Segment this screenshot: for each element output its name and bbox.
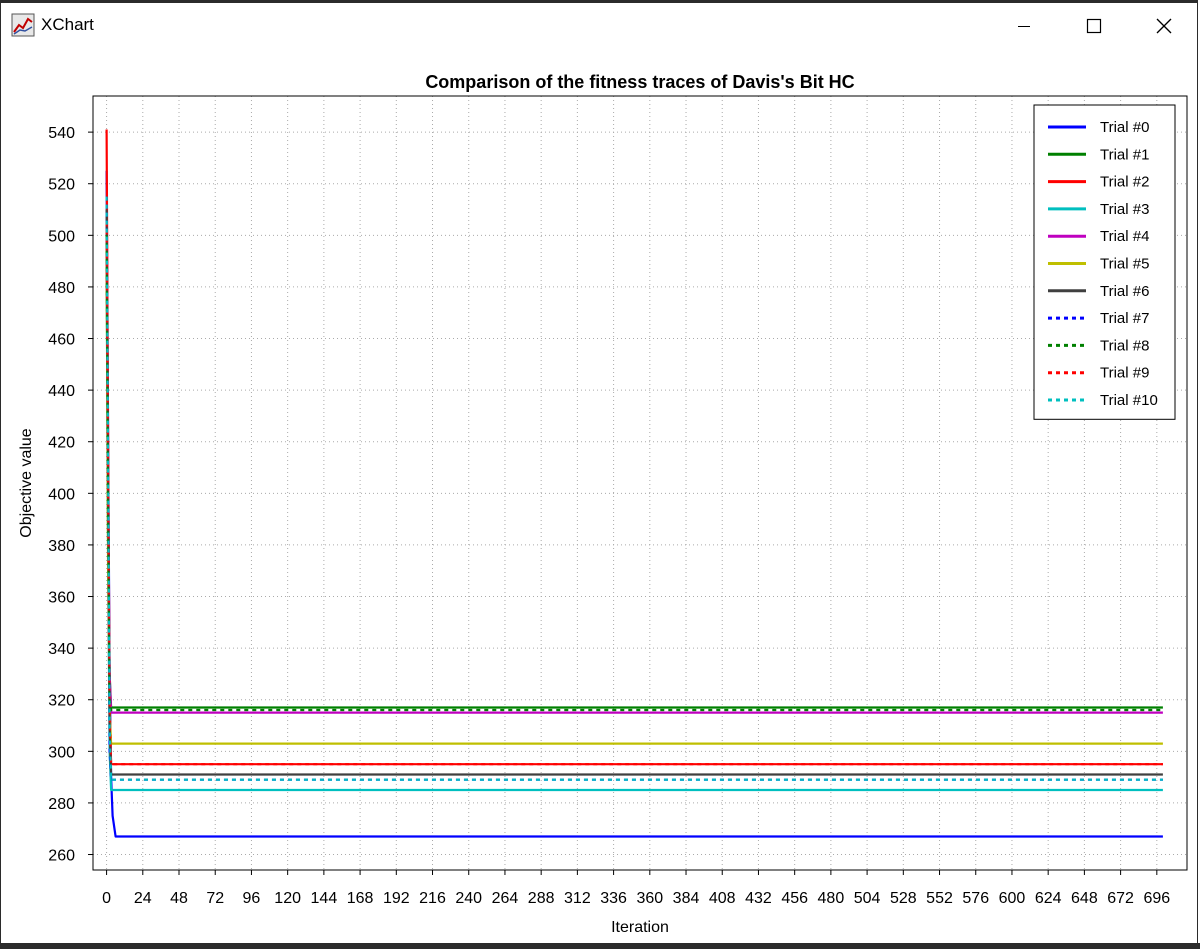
y-axis-label: Objective value bbox=[18, 428, 35, 537]
y-tick-label: 400 bbox=[48, 486, 75, 503]
series-line-trial-2 bbox=[105, 129, 1163, 766]
series-line-trial-6 bbox=[105, 209, 1163, 776]
legend-label: Trial #4 bbox=[1100, 228, 1149, 245]
legend-label: Trial #8 bbox=[1100, 337, 1149, 354]
x-tick-label: 0 bbox=[102, 890, 111, 907]
close-button[interactable] bbox=[1129, 3, 1199, 49]
y-tick-label: 540 bbox=[48, 125, 75, 142]
y-tick-label: 340 bbox=[48, 641, 75, 658]
x-tick-label: 408 bbox=[709, 890, 736, 907]
plot-area-border bbox=[92, 95, 1188, 871]
y-tick-label: 260 bbox=[48, 848, 75, 865]
close-icon bbox=[1156, 18, 1172, 34]
series-line-trial-0 bbox=[105, 170, 1163, 838]
y-tick-label: 320 bbox=[48, 693, 75, 710]
x-tick-label: 432 bbox=[745, 890, 772, 907]
chart-title: Comparison of the fitness traces of Davi… bbox=[425, 72, 854, 92]
legend-label: Trial #6 bbox=[1100, 283, 1149, 300]
x-axis-ticks: 0 24 48 72 96 120 144 168 192 216 240 264 288 312 336 3… bbox=[102, 870, 1170, 907]
x-tick-label: 288 bbox=[528, 890, 555, 907]
y-axis-ticks: 260 280 300 320 340 360 380 400 420 440 460 480 500 5… bbox=[48, 125, 93, 865]
x-tick-label: 504 bbox=[854, 890, 881, 907]
series-line-trial-10 bbox=[105, 196, 1163, 781]
legend-label: Trial #0 bbox=[1100, 119, 1149, 136]
legend-label: Trial #10 bbox=[1100, 392, 1158, 409]
legend-label: Trial #1 bbox=[1100, 146, 1149, 163]
x-tick-label: 624 bbox=[1035, 890, 1062, 907]
x-tick-label: 72 bbox=[206, 890, 224, 907]
series-line-trial-7 bbox=[105, 196, 1163, 781]
x-tick-label: 192 bbox=[383, 890, 410, 907]
maximize-button[interactable] bbox=[1059, 3, 1129, 49]
taskbar-strip bbox=[0, 943, 1200, 949]
legend-label: Trial #7 bbox=[1100, 310, 1149, 327]
legend-label: Trial #2 bbox=[1100, 174, 1149, 191]
y-tick-label: 480 bbox=[48, 280, 75, 297]
x-tick-label: 264 bbox=[492, 890, 519, 907]
grid-lines bbox=[93, 96, 1187, 870]
plot-series-group bbox=[105, 129, 1163, 838]
x-tick-label: 120 bbox=[274, 890, 301, 907]
y-tick-label: 460 bbox=[48, 332, 75, 349]
y-tick-label: 380 bbox=[48, 538, 75, 555]
x-tick-label: 600 bbox=[999, 890, 1026, 907]
x-tick-label: 528 bbox=[890, 890, 917, 907]
x-tick-label: 696 bbox=[1143, 890, 1170, 907]
x-tick-label: 96 bbox=[243, 890, 261, 907]
x-tick-label: 336 bbox=[600, 890, 627, 907]
x-tick-label: 144 bbox=[311, 890, 338, 907]
x-tick-label: 648 bbox=[1071, 890, 1098, 907]
maximize-icon bbox=[1086, 18, 1102, 34]
x-tick-label: 312 bbox=[564, 890, 591, 907]
x-tick-label: 360 bbox=[636, 890, 663, 907]
x-tick-label: 552 bbox=[926, 890, 953, 907]
title-bar[interactable]: XChart bbox=[1, 3, 1197, 49]
minimize-button[interactable] bbox=[989, 3, 1059, 49]
y-tick-label: 500 bbox=[48, 228, 75, 245]
series-line-trial-4 bbox=[105, 222, 1163, 714]
x-tick-label: 456 bbox=[781, 890, 808, 907]
minimize-icon bbox=[1018, 26, 1030, 27]
y-tick-label: 520 bbox=[48, 177, 75, 194]
x-tick-label: 216 bbox=[419, 890, 446, 907]
x-tick-label: 168 bbox=[347, 890, 374, 907]
y-tick-label: 360 bbox=[48, 590, 75, 607]
x-tick-label: 672 bbox=[1107, 890, 1134, 907]
y-tick-label: 420 bbox=[48, 435, 75, 452]
y-tick-label: 280 bbox=[48, 796, 75, 813]
xchart-app-icon bbox=[11, 13, 35, 37]
x-tick-label: 480 bbox=[818, 890, 845, 907]
series-line-trial-5 bbox=[105, 248, 1163, 745]
x-tick-label: 576 bbox=[962, 890, 989, 907]
x-tick-label: 240 bbox=[455, 890, 482, 907]
series-line-trial-9 bbox=[105, 222, 1163, 766]
legend: Trial #0 Trial #1 Trial #2 Trial #3 Trial #4… bbox=[1033, 104, 1176, 420]
legend-label: Trial #5 bbox=[1100, 256, 1149, 273]
window-title: XChart bbox=[41, 15, 94, 34]
y-tick-label: 440 bbox=[48, 383, 75, 400]
series-line-trial-8 bbox=[105, 235, 1163, 712]
series-line-trial-1 bbox=[105, 235, 1163, 709]
y-tick-label: 300 bbox=[48, 744, 75, 761]
x-tick-label: 48 bbox=[170, 890, 188, 907]
legend-label: Trial #9 bbox=[1100, 365, 1149, 382]
legend-label: Trial #3 bbox=[1100, 201, 1149, 218]
x-axis-label: Iteration bbox=[611, 919, 669, 936]
x-tick-label: 24 bbox=[134, 890, 152, 907]
x-tick-label: 384 bbox=[673, 890, 700, 907]
